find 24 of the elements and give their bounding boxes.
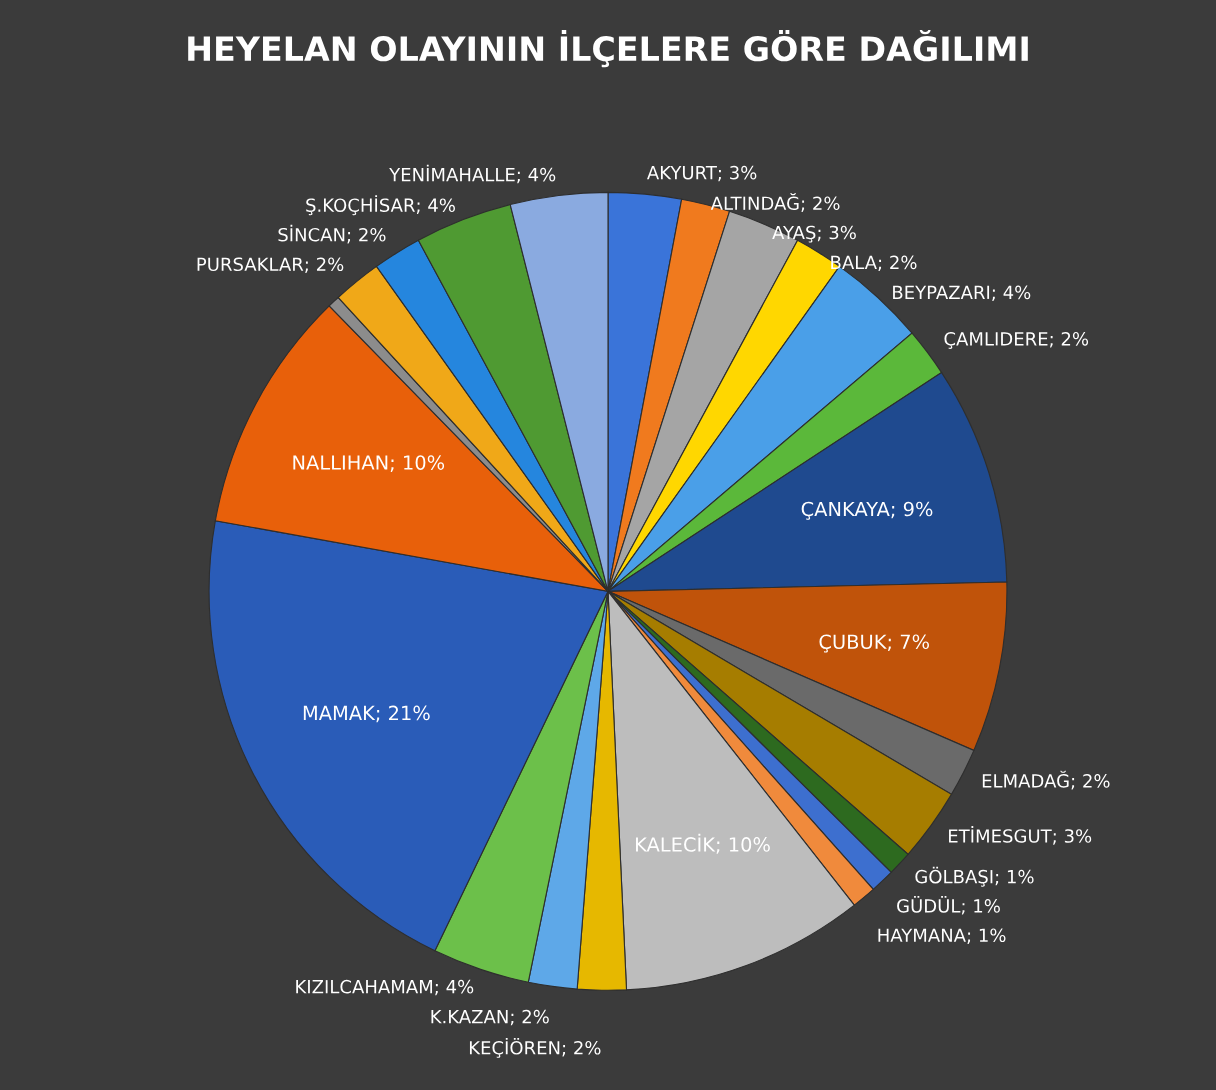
slice-label: BALA; 2% xyxy=(831,255,917,272)
slice-label: AKYURT; 3% xyxy=(646,165,757,182)
slice-label: ÇANKAYA; 9% xyxy=(801,501,933,520)
slice-label: SİNCAN; 2% xyxy=(278,224,386,244)
slice-label: ÇAMLIDERE; 2% xyxy=(944,331,1089,349)
slice-label: ÇUBUK; 7% xyxy=(819,634,929,653)
slice-label: KIZILCAHAMAM; 4% xyxy=(296,979,474,996)
slice-label: ETİMESGUT; 3% xyxy=(949,826,1092,845)
slice-label: GÖLBAŞI; 1% xyxy=(915,866,1034,887)
slice-label: YENİMAHALLE; 4% xyxy=(389,164,556,184)
slice-label: K.KAZAN; 2% xyxy=(431,1009,549,1026)
slice-label: ELMADAĞ; 2% xyxy=(982,770,1110,790)
slice-label: PURSAKLAR; 2% xyxy=(197,257,344,273)
slice-label: NALLIHAN; 10% xyxy=(293,455,445,472)
slice-label: ALTINDAĞ; 2% xyxy=(710,193,840,212)
slice-label: HAYMANA; 1% xyxy=(878,928,1006,944)
slice-label: GÜDÜL; 1% xyxy=(897,896,1000,915)
chart-title: HEYELAN OLAYININ İLÇELERE GÖRE DAĞILIMI xyxy=(188,29,1028,68)
slice-label: BEYPAZARI; 4% xyxy=(893,285,1031,302)
slice-label: MAMAK; 21% xyxy=(303,705,430,723)
slice-label: Ş.KOÇHİSAR; 4% xyxy=(306,195,455,216)
slice-label: KEÇİÖREN; 2% xyxy=(469,1037,601,1058)
slice-label: KALECİK; 10% xyxy=(636,833,770,854)
slice-label: AYAŞ; 3% xyxy=(772,225,856,243)
